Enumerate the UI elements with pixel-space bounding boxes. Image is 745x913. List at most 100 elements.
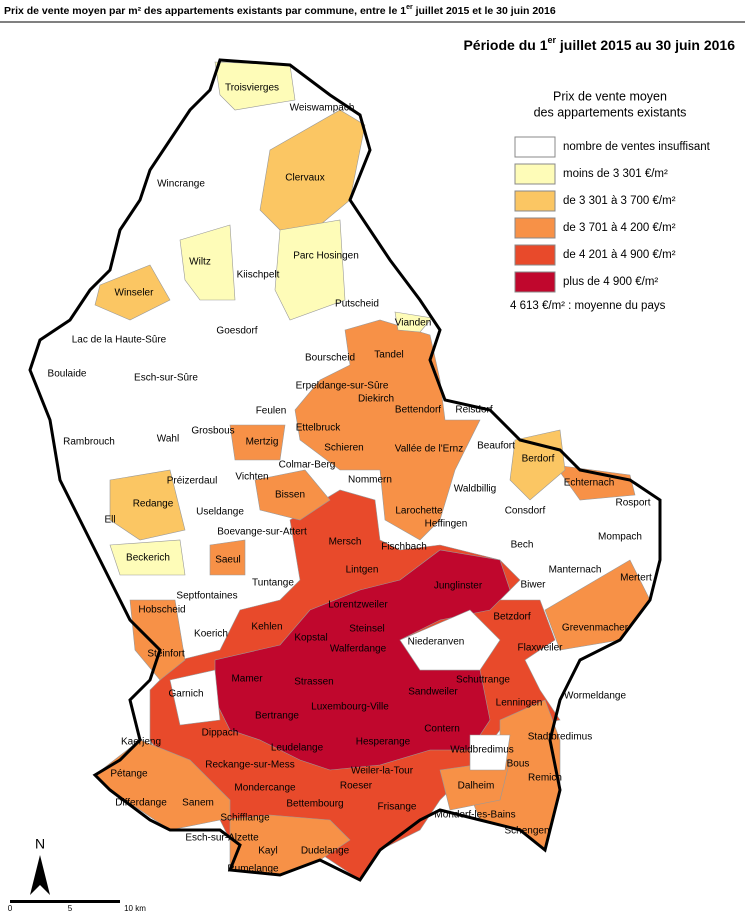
scale-label: 0 <box>8 904 13 913</box>
zone <box>129 599 186 681</box>
commune-label: Mamer <box>231 674 263 685</box>
scale-label: 5 <box>68 904 73 913</box>
commune-label: Bettembourg <box>286 799 343 810</box>
commune-label: Contern <box>424 724 460 735</box>
commune-label: Lorentzweiler <box>328 600 388 611</box>
legend-label: moins de 3 301 €/m² <box>563 168 668 180</box>
scale-label: 10 km <box>124 904 146 913</box>
zone <box>94 264 171 321</box>
commune-label: Kehlen <box>251 622 282 633</box>
commune-label: Lac de la Haute-Sûre <box>72 335 167 346</box>
commune-label: Hesperange <box>356 737 411 748</box>
zone <box>179 224 236 301</box>
commune-label: Goesdorf <box>216 326 257 337</box>
legend-label: de 3 301 à 3 700 €/m² <box>563 195 676 207</box>
commune-label: Flaxweiler <box>517 643 563 654</box>
commune-label: Beckerich <box>126 553 170 564</box>
commune-label: Useldange <box>196 507 244 518</box>
commune-label: Hobscheid <box>138 605 185 616</box>
subtitle-sup: er <box>548 35 557 45</box>
legend-label: nombre de ventes insuffisant <box>563 141 711 153</box>
commune-label: Mersch <box>329 537 362 548</box>
commune-label: Diekirch <box>358 394 394 405</box>
commune-label: Echternach <box>564 478 615 489</box>
commune-label: Kayl <box>258 846 277 857</box>
commune-label: Consdorf <box>505 506 546 517</box>
commune-label: Saeul <box>215 555 241 566</box>
commune-label: Mondercange <box>234 783 296 794</box>
commune-label: Préizerdaul <box>167 476 218 487</box>
commune-label: Heffingen <box>425 519 468 530</box>
commune-label: Wiltz <box>189 257 211 268</box>
legend-title: Prix de vente moyen <box>553 89 667 103</box>
commune-label: Ell <box>104 515 115 526</box>
commune-label: Grosbous <box>191 426 234 437</box>
legend-swatch <box>514 163 556 185</box>
commune-label: Koerich <box>194 629 228 640</box>
commune-label: Schieren <box>324 443 363 454</box>
subtitle: Période du 1er juillet 2015 au 30 juin 2… <box>463 35 735 52</box>
commune-label: Wincrange <box>157 179 205 190</box>
commune-label: Wormeldange <box>564 691 627 702</box>
commune-label: Reckange-sur-Mess <box>205 760 294 771</box>
commune-label: Vallée de l'Ernz <box>395 444 463 455</box>
commune-label: Boulaide <box>48 369 87 380</box>
commune-label: Walferdange <box>330 644 387 655</box>
commune-label: Kiischpelt <box>237 270 280 281</box>
commune-label: Lenningen <box>496 698 543 709</box>
commune-label: Biwer <box>520 580 546 591</box>
commune-label: Niederanven <box>408 637 465 648</box>
commune-label: Bourscheid <box>305 353 355 364</box>
commune-label: Winseler <box>115 288 155 299</box>
commune-label: Clervaux <box>285 173 324 184</box>
subtitle-part: Période du 1 <box>463 37 547 53</box>
commune-label: Vianden <box>395 318 432 329</box>
commune-label: Mompach <box>598 532 642 543</box>
commune-label: Rumelange <box>227 864 279 875</box>
commune-label: Schuttrange <box>456 675 510 686</box>
commune-label: Waldbillig <box>454 484 496 495</box>
legend-swatch <box>514 190 556 212</box>
commune-label: Vichten <box>235 472 268 483</box>
commune-label: Troisvierges <box>225 83 279 94</box>
subtitle-part: juillet 2015 au 30 juin 2016 <box>556 37 735 53</box>
zone <box>259 109 366 236</box>
zone <box>109 469 186 541</box>
commune-label: Feulen <box>256 406 287 417</box>
commune-label: Bech <box>511 540 534 551</box>
commune-label: Steinfort <box>147 649 184 660</box>
commune-label: Beaufort <box>477 441 515 452</box>
scale-bar <box>10 900 120 903</box>
zone <box>209 539 246 576</box>
country: Troisvierges Weiswampach Wincrange Clervaux… <box>28 58 662 882</box>
commune-label: Ettelbruck <box>296 423 341 434</box>
zone <box>469 734 511 771</box>
commune-label: Frisange <box>378 802 417 813</box>
commune-label: Larochette <box>395 506 443 517</box>
zone <box>229 424 286 461</box>
commune-label: Berdorf <box>522 454 555 465</box>
commune-label: Manternach <box>549 565 602 576</box>
commune-label: Leudelange <box>271 743 324 754</box>
legend-label: plus de 4 900 €/m² <box>563 276 658 288</box>
commune-label: Garnich <box>168 689 203 700</box>
commune-label: Fischbach <box>381 542 427 553</box>
commune-label: Sanem <box>182 798 214 809</box>
commune-label: Remich <box>528 773 562 784</box>
legend-note: 4 613 €/m² : moyenne du pays <box>510 300 666 312</box>
commune-label: Sandweiler <box>408 687 458 698</box>
commune-label: Junglinster <box>434 581 483 592</box>
commune-label: Bous <box>507 759 530 770</box>
title-sup: er <box>406 4 413 11</box>
commune-label: Kaerjeng <box>121 737 161 748</box>
commune-label: Roeser <box>340 781 373 792</box>
title-part: Prix de vente moyen par m² des apparteme… <box>4 5 406 17</box>
commune-label: Boevange-sur-Attert <box>217 527 307 538</box>
commune-label: Septfontaines <box>176 591 237 602</box>
commune-label: Bertrange <box>255 711 299 722</box>
commune-label: Nommern <box>348 475 392 486</box>
commune-label: Stadtbredimus <box>528 732 592 743</box>
legend-swatch <box>514 136 556 158</box>
commune-label: Rosport <box>615 498 650 509</box>
